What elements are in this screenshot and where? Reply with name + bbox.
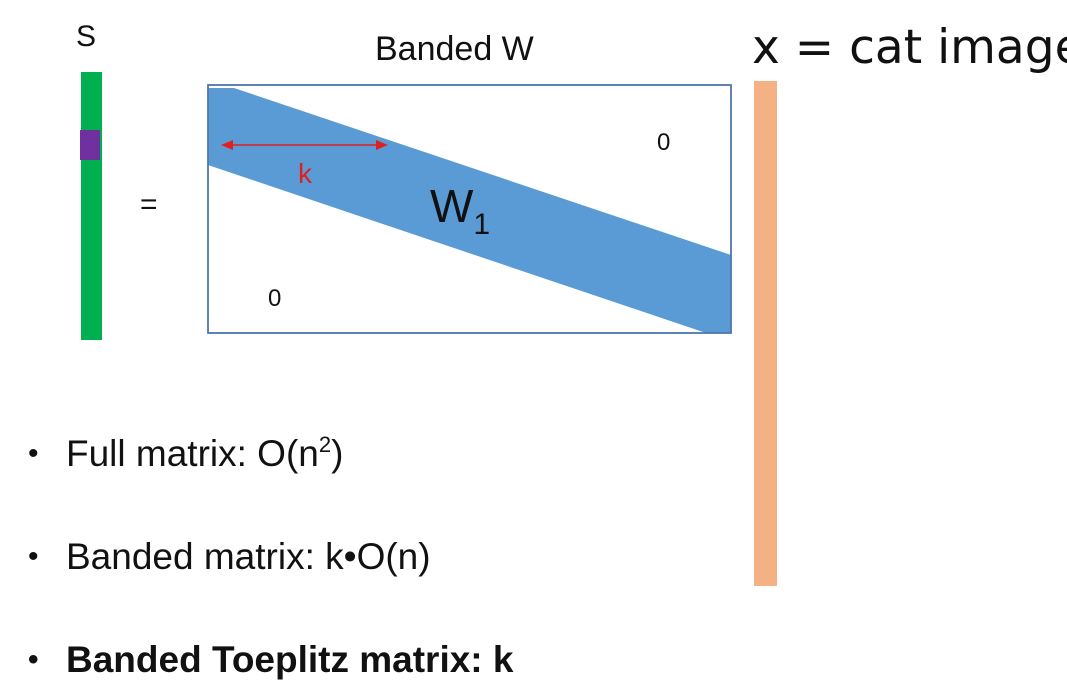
band-width-arrow	[221, 140, 388, 150]
matrix-band	[208, 88, 731, 333]
x-vector-label: x = cat image	[752, 20, 1067, 75]
bullet-text: Banded matrix: k•O(n)	[66, 536, 431, 577]
band-label-subscript: 1	[473, 208, 490, 241]
zero-upper-label: 0	[657, 129, 670, 156]
bullet-text: Full matrix: O(n	[66, 433, 319, 474]
s-vector-highlight	[80, 130, 100, 160]
zero-lower-label: 0	[268, 285, 281, 312]
s-vector-label: S	[76, 20, 97, 53]
bullet-text: Banded Toeplitz matrix: k	[66, 639, 514, 680]
bullet-full-matrix: • Full matrix: O(n2)	[28, 433, 343, 475]
band-label-main: W	[430, 180, 474, 232]
equals-sign: =	[140, 188, 158, 221]
bullet-banded-matrix: • Banded matrix: k•O(n)	[28, 536, 431, 578]
bullet-banded-toeplitz-matrix: • Banded Toeplitz matrix: k	[28, 639, 514, 681]
band-width-label: k	[298, 158, 313, 189]
bullet-symbol: •	[28, 643, 39, 676]
matrix-border-outline	[207, 84, 732, 334]
bullet-symbol: •	[28, 540, 39, 573]
bullet-suffix: )	[331, 433, 344, 474]
band-label: W1	[430, 180, 490, 241]
matrix-title: Banded W	[375, 30, 534, 68]
x-vector-bar	[754, 81, 777, 586]
bullet-superscript: 2	[318, 432, 332, 457]
bullet-symbol: •	[28, 437, 39, 470]
